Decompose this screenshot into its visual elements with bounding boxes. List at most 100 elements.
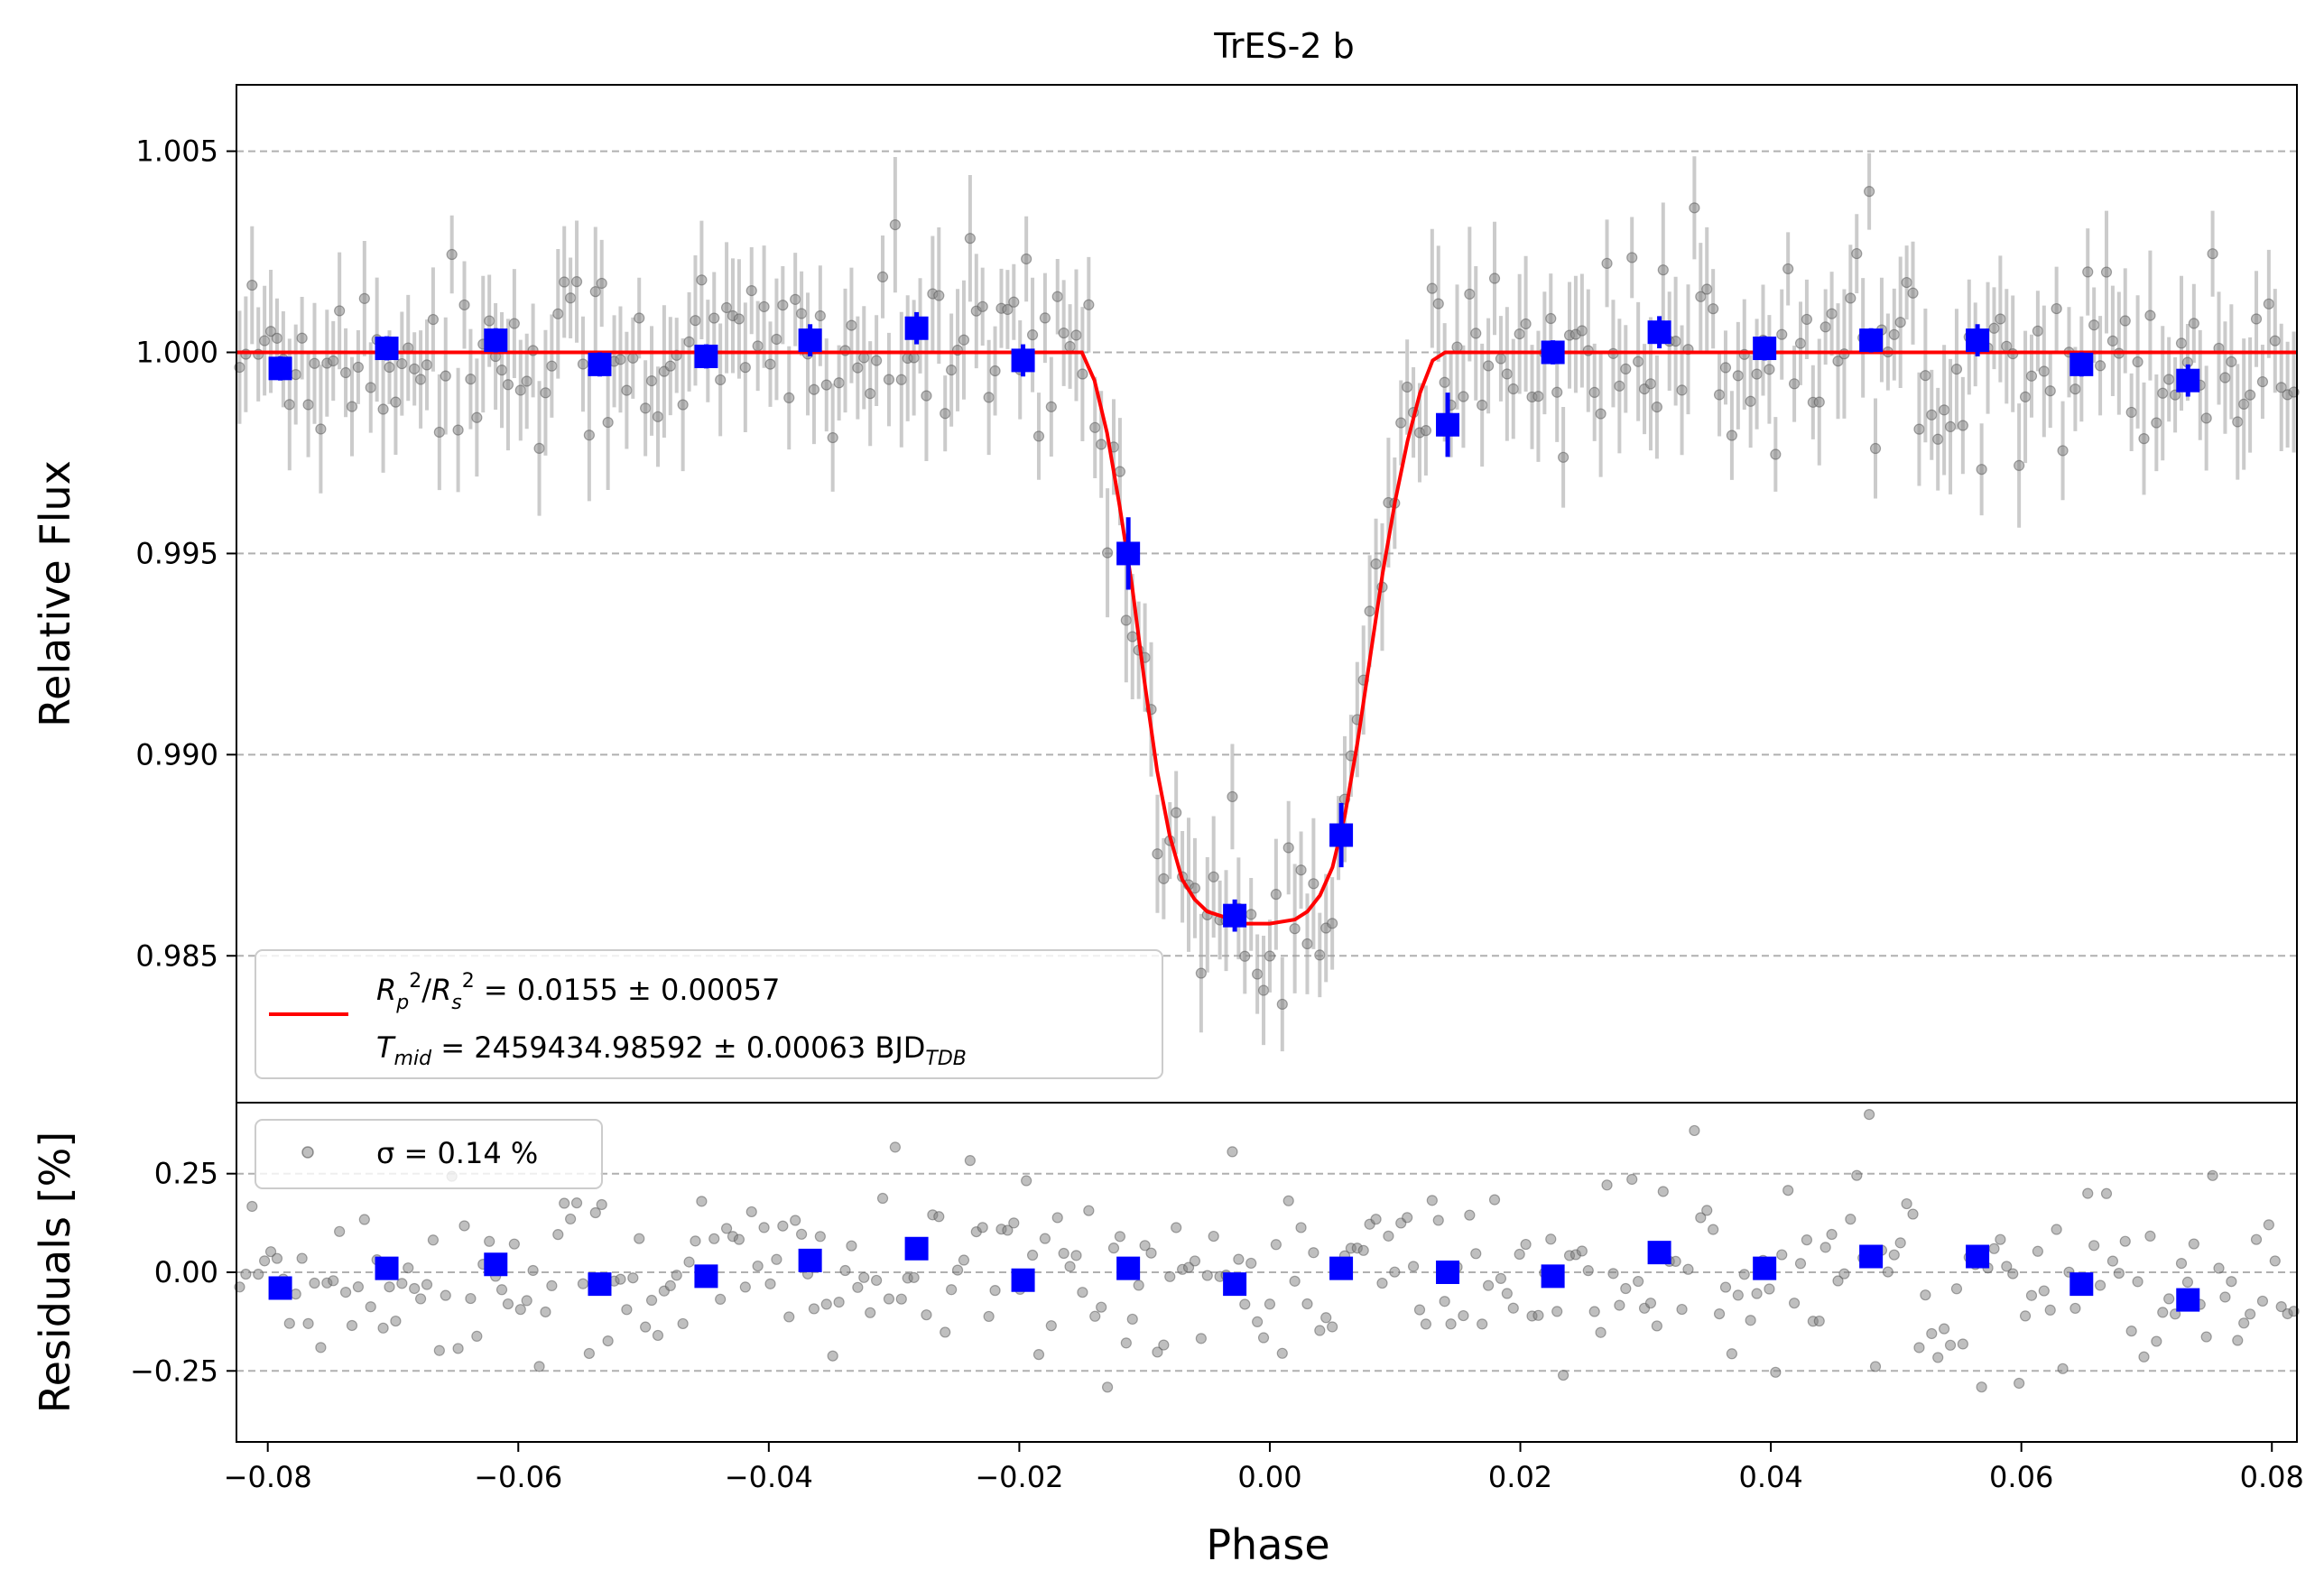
binned-residual-point xyxy=(1116,1256,1141,1280)
raw-flux-point xyxy=(758,300,770,313)
raw-residual-point xyxy=(1588,1306,1600,1317)
raw-flux-point xyxy=(427,313,440,326)
raw-flux-point xyxy=(1295,864,1307,876)
raw-residual-point xyxy=(365,1301,376,1313)
raw-residual-point xyxy=(283,1317,295,1329)
raw-flux-point xyxy=(790,293,801,305)
raw-flux-point xyxy=(1264,950,1276,962)
raw-residual-point xyxy=(427,1234,440,1246)
raw-flux-point xyxy=(409,363,421,374)
raw-residual-point xyxy=(421,1279,433,1290)
raw-residual-point xyxy=(889,1141,901,1153)
raw-flux-point xyxy=(1208,871,1219,882)
raw-residual-point xyxy=(1794,1258,1807,1270)
raw-flux-point xyxy=(1282,842,1294,854)
raw-residual-point xyxy=(1295,1222,1307,1233)
binned-flux-point xyxy=(2069,352,2094,376)
residuals-legend: σ = 0.14 % xyxy=(255,1119,603,1189)
raw-residual-point xyxy=(846,1240,857,1252)
raw-residual-point xyxy=(1470,1248,1482,1260)
flux-y-tick-label: 1.000 xyxy=(135,335,218,369)
raw-residual-point xyxy=(2088,1240,2100,1252)
raw-residual-point xyxy=(1607,1268,1619,1280)
raw-flux-point xyxy=(1501,368,1513,380)
raw-flux-point xyxy=(1745,395,1756,407)
raw-flux-point xyxy=(1077,368,1088,380)
raw-flux-point xyxy=(2051,302,2062,315)
raw-residual-point xyxy=(559,1197,570,1209)
raw-residual-point xyxy=(871,1274,883,1287)
raw-residual-point xyxy=(1021,1175,1032,1187)
raw-flux-point xyxy=(1101,547,1114,559)
raw-residual-point xyxy=(1126,1313,1138,1326)
raw-flux-point xyxy=(871,355,883,366)
raw-flux-point xyxy=(715,374,727,386)
raw-flux-point xyxy=(1701,283,1713,295)
raw-residual-point xyxy=(627,1272,639,1284)
phase-x-tick-label: 0.02 xyxy=(1488,1460,1552,1494)
raw-flux-point xyxy=(2069,383,2081,395)
raw-residual-point xyxy=(1782,1185,1794,1196)
raw-flux-point xyxy=(1289,923,1301,935)
raw-residual-point xyxy=(733,1233,745,1245)
binned-flux-point xyxy=(2176,368,2200,393)
raw-residual-point xyxy=(1813,1315,1825,1327)
raw-residual-point xyxy=(1389,1266,1401,1278)
raw-flux-point xyxy=(983,392,995,403)
raw-residual-point xyxy=(1101,1381,1114,1393)
raw-flux-point xyxy=(1514,328,1525,340)
raw-residual-point xyxy=(933,1211,945,1223)
raw-residual-point xyxy=(1932,1352,1944,1363)
binned-residual-point xyxy=(1647,1241,1671,1265)
raw-flux-point xyxy=(1614,380,1625,392)
raw-flux-point xyxy=(1913,423,1925,435)
raw-residual-point xyxy=(1701,1205,1713,1216)
raw-flux-point xyxy=(1957,420,1968,431)
binned-residual-point xyxy=(904,1236,929,1261)
raw-flux-point xyxy=(752,340,764,352)
raw-residual-point xyxy=(1832,1275,1844,1287)
raw-flux-point xyxy=(652,411,664,422)
raw-residual-point xyxy=(2138,1351,2150,1363)
chart-title: TrES-2 b xyxy=(1213,26,1354,66)
residuals-y-ticks: −0.25 0.00 0.25 xyxy=(130,1157,236,1388)
raw-flux-point xyxy=(1532,391,1544,402)
raw-flux-point xyxy=(1458,391,1469,402)
raw-residual-point xyxy=(645,1294,658,1307)
raw-residual-point xyxy=(1282,1195,1294,1206)
raw-residual-point xyxy=(2200,1331,2212,1343)
raw-residual-point xyxy=(720,1223,733,1234)
raw-residual-point xyxy=(1070,1250,1082,1261)
raw-flux-point xyxy=(2100,266,2113,278)
raw-residual-point xyxy=(1495,1272,1507,1284)
raw-flux-point xyxy=(615,354,626,365)
raw-flux-point xyxy=(1732,370,1744,382)
raw-residual-point xyxy=(2269,1255,2281,1267)
raw-residual-point xyxy=(940,1326,951,1338)
raw-flux-point xyxy=(1851,247,1863,260)
raw-residual-point xyxy=(521,1295,532,1307)
raw-flux-point xyxy=(977,300,988,312)
raw-residual-point xyxy=(1458,1309,1469,1322)
raw-residual-point xyxy=(1276,1347,1288,1359)
raw-flux-point xyxy=(2245,389,2256,401)
raw-flux-point xyxy=(1894,317,1906,328)
raw-residual-point xyxy=(1026,1249,1039,1261)
raw-residual-point xyxy=(2007,1268,2019,1280)
raw-residual-point xyxy=(596,1198,607,1211)
raw-residual-point xyxy=(414,1293,427,1305)
raw-flux-point xyxy=(2019,391,2032,402)
raw-residual-point xyxy=(1413,1304,1426,1316)
raw-residual-point xyxy=(752,1260,764,1272)
raw-flux-point xyxy=(1051,291,1063,302)
raw-residual-point xyxy=(951,1264,964,1276)
raw-residual-point xyxy=(1357,1244,1369,1256)
raw-flux-point xyxy=(565,292,577,304)
residuals-y-axis-label: Residuals [%] xyxy=(31,1132,79,1413)
raw-flux-point xyxy=(1558,451,1569,463)
raw-residual-point xyxy=(1920,1289,1931,1301)
raw-residual-point xyxy=(1327,1321,1338,1333)
raw-flux-point xyxy=(1764,364,1775,375)
raw-flux-point xyxy=(1045,401,1057,412)
raw-flux-point xyxy=(2256,375,2269,388)
